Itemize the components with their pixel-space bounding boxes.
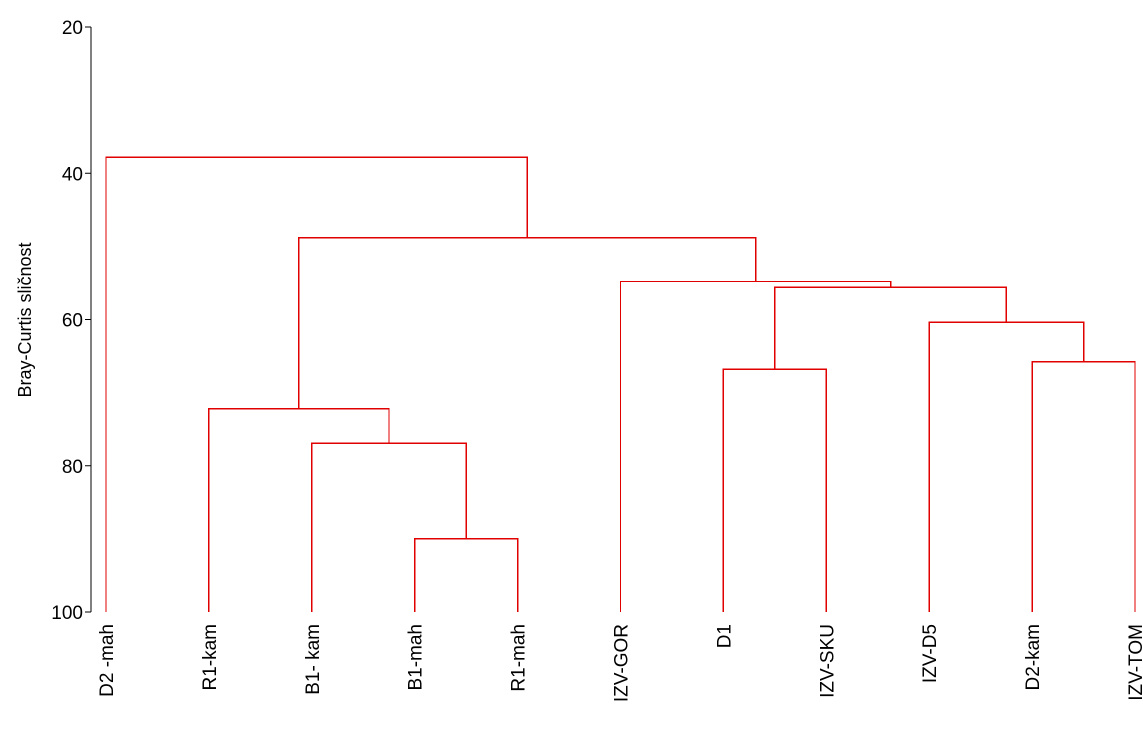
y-tick-label: 60 — [62, 311, 83, 332]
dendrogram-branch-n3 — [208, 408, 390, 612]
y-axis-title: Bray-Curtis sličnost — [15, 242, 35, 397]
y-axis: 20 40 60 80 100 — [51, 18, 92, 624]
leaf-label: IZV-D5 — [920, 624, 941, 683]
dendrogram-branch-n8 — [619, 280, 892, 612]
dendrogram-branch-n9 — [298, 236, 757, 409]
leaf-label: B1-mah — [406, 624, 427, 691]
dendrogram-branch-n7 — [774, 286, 1008, 370]
dendrogram-branch-n6 — [928, 321, 1085, 612]
leaf-labels: D2 -mah R1-kam B1- kam B1-mah R1-mah IZV-GOR D… — [97, 624, 1143, 702]
leaf-label: B1- kam — [303, 624, 324, 695]
leaf-label: IZV-TOM — [1126, 624, 1143, 701]
y-tick-label: 40 — [62, 164, 83, 185]
leaf-label: R1-mah — [509, 624, 530, 692]
leaf-label: IZV-SKU — [817, 624, 838, 698]
dendrogram-branch-n1 — [414, 538, 519, 612]
leaf-label: D2 -mah — [97, 624, 118, 697]
leaf-label: D1 — [714, 624, 735, 648]
dendrogram-branch-n4 — [722, 368, 827, 612]
dendrogram-branches — [105, 156, 1136, 612]
dendrogram-branch-n5 — [1031, 361, 1136, 612]
dendrogram-branch-n2 — [311, 442, 467, 612]
y-tick-label: 80 — [62, 457, 83, 478]
y-tick-label: 20 — [62, 18, 83, 39]
leaf-label: IZV-GOR — [612, 624, 633, 702]
leaf-label: R1-kam — [200, 624, 221, 691]
leaf-label: D2-kam — [1023, 624, 1044, 691]
y-tick-label: 100 — [51, 603, 83, 624]
dendrogram-branch-n10 — [105, 156, 528, 612]
